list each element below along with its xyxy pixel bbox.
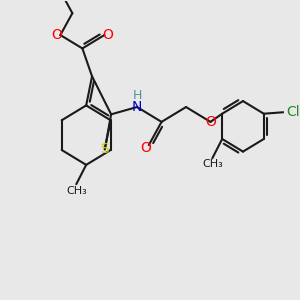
Text: H: H [133,89,142,102]
Text: CH₃: CH₃ [66,186,87,196]
Text: O: O [52,28,62,42]
Text: N: N [132,100,142,114]
Text: Cl: Cl [287,105,300,119]
Text: S: S [100,142,109,156]
Text: CH₃: CH₃ [202,159,223,169]
Text: O: O [141,141,152,155]
Text: O: O [102,28,113,42]
Text: O: O [205,115,216,129]
